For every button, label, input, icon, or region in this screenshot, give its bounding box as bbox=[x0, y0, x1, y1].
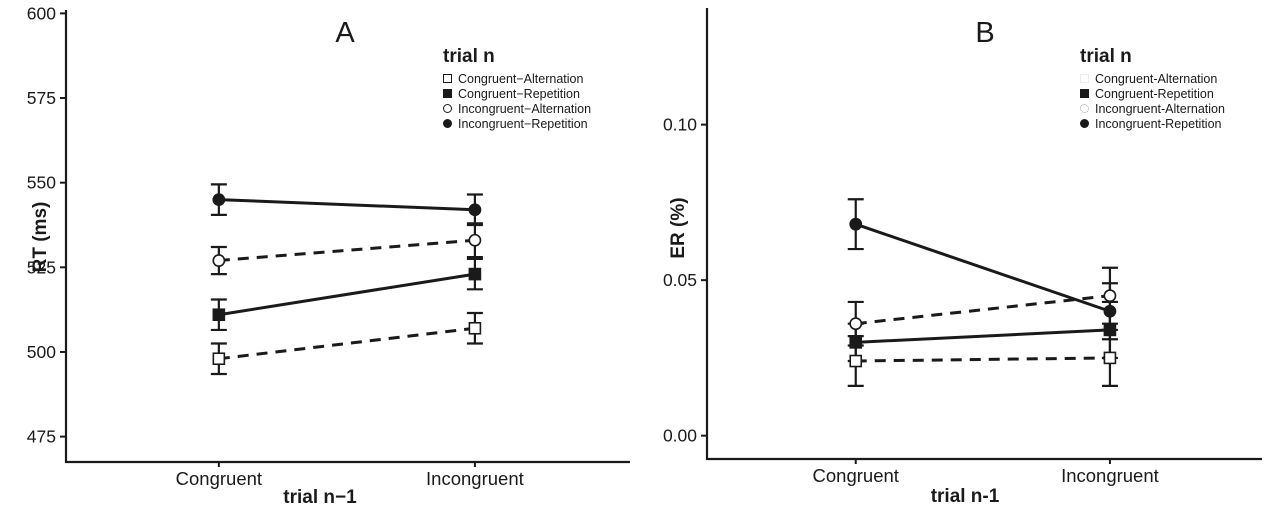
filled-circle-marker bbox=[468, 203, 482, 217]
open-circle-marker-icon bbox=[1080, 104, 1089, 113]
y-tick-label: 525 bbox=[27, 257, 56, 277]
x-tick-label: Congruent bbox=[813, 465, 899, 486]
x-tick-label: Incongruent bbox=[426, 468, 524, 489]
legend-item: Incongruent-Repetition bbox=[1080, 116, 1225, 131]
series-line bbox=[218, 238, 476, 263]
open-square-marker bbox=[1103, 351, 1117, 365]
filled-square-marker bbox=[849, 336, 863, 349]
open-square-marker bbox=[212, 352, 226, 366]
panel-b-title: B bbox=[975, 17, 995, 49]
legend-item: Incongruent−Alternation bbox=[443, 101, 591, 116]
legend-item: Congruent-Repetition bbox=[1080, 86, 1225, 101]
series-line bbox=[855, 356, 1110, 363]
y-tick-label: 0.10 bbox=[663, 115, 697, 135]
panel-b-y-axis-label: ER (%) bbox=[668, 197, 689, 259]
legend-item: Congruent-Alternation bbox=[1080, 71, 1225, 86]
filled-circle-marker-icon bbox=[1080, 119, 1089, 128]
x-tick-label: Incongruent bbox=[1061, 465, 1159, 486]
legend-item-label: Congruent−Repetition bbox=[458, 86, 580, 101]
open-circle-marker-icon bbox=[443, 104, 452, 113]
open-square-marker bbox=[468, 321, 482, 335]
legend-item-label: Incongruent-Repetition bbox=[1095, 116, 1222, 131]
legend-item: Congruent−Repetition bbox=[443, 86, 591, 101]
y-tick-label: 500 bbox=[27, 342, 56, 362]
filled-circle-marker bbox=[1103, 304, 1117, 318]
series-line bbox=[855, 328, 1111, 344]
panel-a-title: A bbox=[335, 17, 355, 49]
series-line bbox=[855, 294, 1111, 326]
filled-square-marker-icon bbox=[1080, 89, 1089, 98]
filled-square-marker bbox=[1103, 323, 1117, 337]
filled-circle-marker bbox=[849, 217, 863, 231]
panel-b-x-axis-label: trial n-1 bbox=[930, 486, 1000, 507]
panel-a-y-axis-label: RT (ms) bbox=[30, 201, 51, 273]
legend-title: trial n bbox=[1080, 46, 1132, 67]
y-tick-label: 0.00 bbox=[663, 426, 697, 446]
legend-title: trial n bbox=[443, 46, 495, 67]
legend-item-label: Incongruent-Alternation bbox=[1095, 101, 1225, 116]
open-circle-marker bbox=[468, 233, 482, 247]
y-tick-label: 600 bbox=[27, 3, 56, 23]
y-tick-label: 575 bbox=[27, 88, 56, 108]
series-line bbox=[855, 222, 1111, 313]
filled-square-marker-icon bbox=[443, 89, 452, 98]
open-circle-marker bbox=[849, 317, 863, 331]
panel-b-legend: trial n Congruent-Alternation Congruent-… bbox=[1080, 46, 1225, 131]
filled-square-marker bbox=[468, 267, 482, 281]
legend-item: Congruent−Alternation bbox=[443, 71, 591, 86]
open-square-marker-icon bbox=[1080, 74, 1089, 83]
legend-item-label: Incongruent−Repetition bbox=[458, 116, 588, 131]
panel-a-legend: trial n Congruent−Alternation Congruent−… bbox=[443, 46, 591, 131]
panel-a-x-axis-label: trial n−1 bbox=[283, 487, 357, 508]
filled-circle-marker bbox=[212, 193, 226, 207]
legend-item-label: Congruent-Repetition bbox=[1095, 86, 1214, 101]
filled-circle-marker-icon bbox=[443, 119, 452, 128]
legend-item: Incongruent-Alternation bbox=[1080, 101, 1225, 116]
x-tick-label: Congruent bbox=[176, 468, 262, 489]
filled-square-marker bbox=[212, 308, 226, 322]
legend-item: Incongruent−Repetition bbox=[443, 116, 591, 131]
open-square-marker-icon bbox=[443, 74, 452, 83]
legend-item-label: Congruent−Alternation bbox=[458, 71, 584, 86]
series-line bbox=[218, 198, 475, 212]
legend-item-label: Congruent-Alternation bbox=[1095, 71, 1218, 86]
series-line bbox=[218, 326, 476, 361]
open-square-marker bbox=[849, 354, 863, 368]
y-tick-label: 475 bbox=[27, 427, 56, 447]
open-circle-marker bbox=[212, 254, 226, 267]
y-tick-label: 550 bbox=[27, 173, 56, 193]
open-circle-marker bbox=[1103, 289, 1117, 303]
series-line bbox=[218, 272, 476, 317]
legend-item-label: Incongruent−Alternation bbox=[458, 101, 592, 116]
y-tick-label: 0.05 bbox=[663, 270, 697, 290]
